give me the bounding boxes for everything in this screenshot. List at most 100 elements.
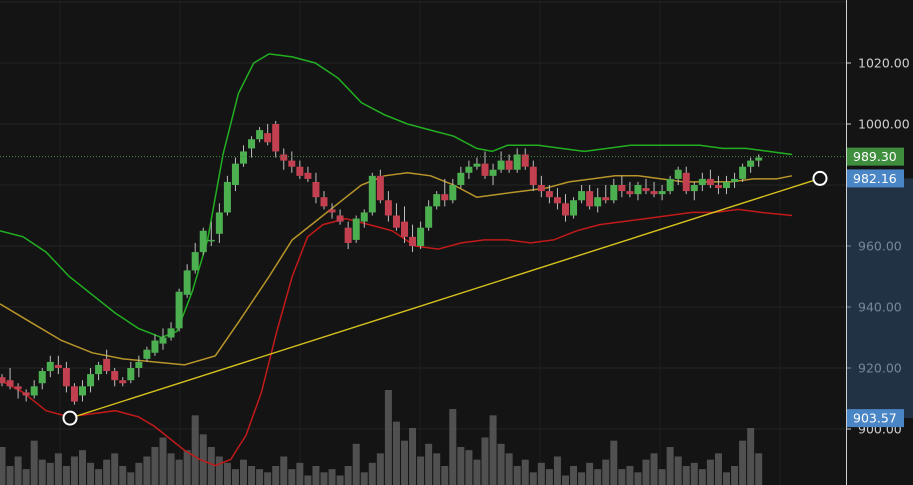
candle [553, 188, 561, 210]
candle [674, 166, 682, 185]
candle [304, 166, 312, 182]
candle [545, 185, 553, 204]
candle [658, 185, 666, 201]
candle [119, 377, 127, 387]
volume-bar [755, 453, 763, 485]
trendline-start-badge-text: 903.57 [853, 411, 897, 426]
volume-bar [95, 469, 103, 485]
candle [570, 197, 578, 219]
candle [70, 383, 78, 405]
candle [384, 191, 392, 222]
volume-bar [521, 459, 529, 485]
candle-body [6, 380, 14, 387]
candle [739, 163, 747, 182]
volume-bar [433, 453, 441, 485]
candle-body [22, 392, 30, 396]
candle [175, 288, 183, 332]
volume-bar [731, 466, 739, 485]
candle-body [545, 191, 553, 198]
candle [159, 328, 167, 350]
candle-body [280, 154, 288, 161]
candle [618, 175, 626, 198]
volume-bar [127, 472, 135, 485]
volume-bar [135, 462, 143, 485]
trendline-end-handle[interactable] [812, 170, 828, 186]
candle [473, 157, 481, 170]
candle-body [38, 371, 46, 384]
candle [87, 368, 95, 393]
trendline-line[interactable] [69, 177, 821, 419]
candle [449, 178, 457, 204]
candle-body [79, 386, 86, 396]
volume-bar [70, 456, 78, 485]
candle [312, 172, 320, 204]
candle-body [151, 340, 159, 353]
candle [6, 368, 14, 390]
volume-bar [674, 456, 682, 485]
candle-body [521, 154, 529, 167]
candle [240, 145, 247, 167]
candle [151, 334, 159, 356]
volume-bar [441, 466, 449, 485]
candle [642, 178, 650, 195]
candle [714, 175, 722, 195]
volume-bar [54, 453, 62, 485]
candle [489, 163, 497, 185]
candle [425, 200, 433, 231]
volume-bar [46, 462, 54, 485]
trendline-start-handle[interactable] [62, 410, 78, 426]
candle-body [54, 364, 62, 368]
volume-bar [409, 428, 417, 485]
candle [320, 191, 328, 210]
candle-body [618, 185, 626, 192]
candle [650, 181, 658, 198]
volume-bar [545, 469, 553, 485]
volume-bar [304, 475, 312, 485]
volume-bar [634, 472, 642, 485]
candle-body [690, 185, 698, 192]
candle [368, 172, 376, 216]
candle-body [594, 197, 602, 207]
candle-body [368, 175, 376, 213]
volume-bar [570, 466, 578, 485]
volume-bar [384, 390, 392, 485]
volume-bar [159, 437, 167, 485]
candle-body [191, 252, 199, 271]
candle [62, 361, 70, 393]
trendline-end-badge-text: 982.16 [853, 171, 897, 186]
trendline-handles[interactable] [62, 170, 828, 426]
trendline[interactable] [69, 177, 821, 419]
candle-body [529, 166, 537, 185]
candle-body [714, 185, 722, 189]
candle-body [666, 178, 674, 192]
candle-body [497, 160, 505, 170]
candle-body [119, 380, 127, 384]
volume-bar [602, 459, 610, 485]
candle [409, 224, 417, 253]
candle [594, 188, 602, 213]
volume-bar [79, 450, 86, 485]
candle-body [46, 361, 54, 372]
candle [529, 160, 537, 192]
candle-body [658, 191, 666, 195]
volume-bar [223, 462, 231, 485]
candle [634, 181, 642, 201]
grid [0, 1, 846, 430]
candle-body [30, 386, 38, 396]
candle-body [642, 188, 650, 192]
candle-body [537, 185, 545, 192]
candle [231, 157, 239, 192]
volume-bar [650, 453, 658, 485]
candle [95, 361, 103, 381]
candle [690, 181, 698, 201]
candle [111, 368, 119, 387]
volume-bar [682, 466, 690, 485]
candle [433, 191, 441, 210]
volume-bar [62, 466, 70, 485]
candle-body [570, 200, 578, 216]
bollinger-middle-line [0, 172, 793, 366]
candle-body [706, 178, 714, 185]
candle-body [409, 236, 417, 246]
